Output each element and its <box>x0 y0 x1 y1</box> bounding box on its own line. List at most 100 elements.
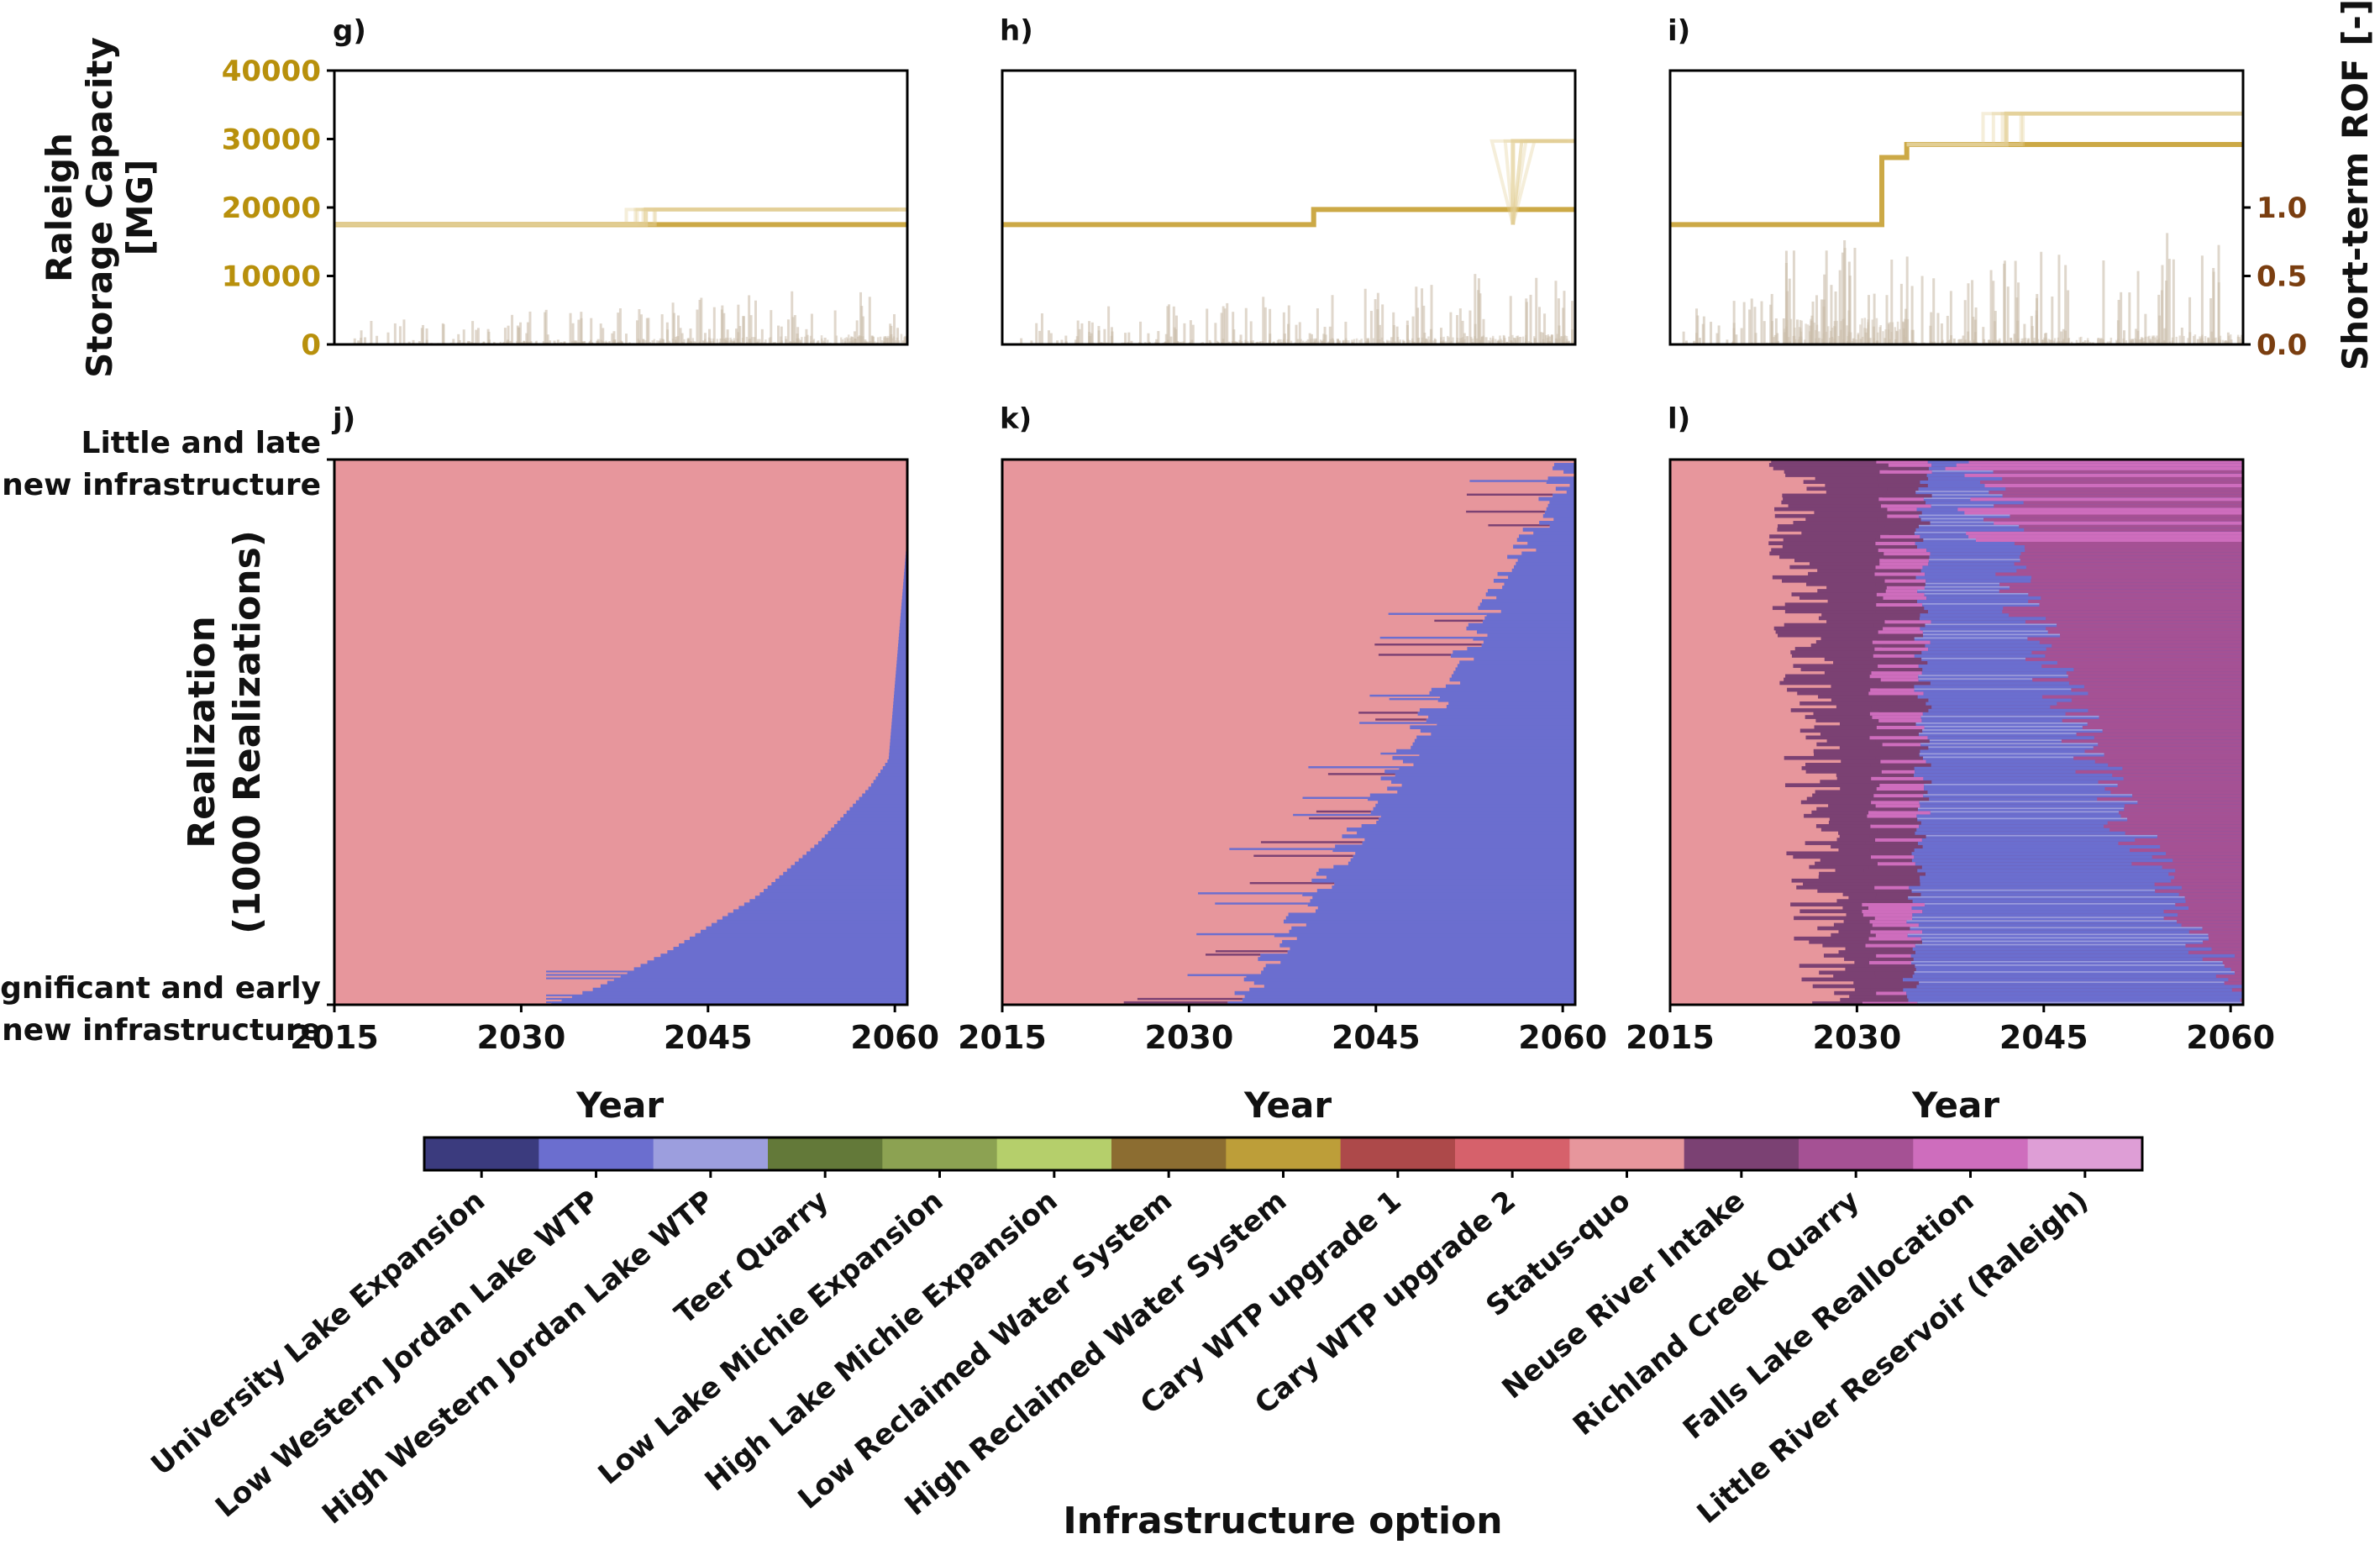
cell-jordan-lake <box>1925 871 2243 876</box>
cell-jordan-lake <box>893 701 907 706</box>
colorbar-swatch <box>539 1137 654 1170</box>
cell-richland <box>2046 616 2243 621</box>
storage-rof-panels: 0 10000 20000 30000 40000 RaleighStorage Capa… <box>39 37 2307 378</box>
cell-jordan-lake <box>783 871 907 876</box>
cell-jordan-lake <box>1912 974 2243 979</box>
cell-jordan-lake <box>1445 684 1575 689</box>
cell-falls-lake <box>1867 813 1917 818</box>
cell-richland <box>2203 939 2243 944</box>
cell-falls-lake <box>1884 578 1926 583</box>
cell-falls-lake <box>1878 858 1912 863</box>
cell-jordan-lake <box>1466 626 1575 631</box>
cell-falls-lake <box>1870 657 1922 661</box>
cell-richland <box>2157 834 2243 838</box>
cell-falls-lake <box>1867 899 1913 903</box>
cell-high-jordan <box>1923 633 2061 636</box>
cell-richland <box>2025 657 2243 661</box>
cell-high-jordan <box>1928 745 2094 749</box>
cell-richland <box>2124 803 2243 808</box>
colorbar-swatch <box>996 1137 1112 1170</box>
cell-falls-lake <box>1968 534 2243 538</box>
cell-falls-lake <box>1882 742 1921 747</box>
cell-high-jordan <box>1921 939 2204 943</box>
cell-strip <box>1359 722 1437 724</box>
cell-richland <box>2057 701 2243 706</box>
cell-richland <box>2057 660 2243 665</box>
colorbar-swatch <box>424 1137 539 1170</box>
cell-jordan-lake <box>806 851 907 856</box>
y-axis-label-storage: RaleighStorage Capacity[MG] <box>39 37 160 378</box>
cell-falls-lake <box>1878 473 1927 477</box>
cell-jordan-lake <box>1399 766 1575 770</box>
cell-jordan-lake <box>904 565 907 570</box>
cell-jordan-lake <box>1483 639 1575 644</box>
cell-falls-lake <box>1870 854 1915 859</box>
cell-jordan-lake <box>1910 953 2243 958</box>
cell-jordan-lake <box>1927 790 2243 795</box>
cell-richland <box>1999 582 2243 586</box>
cell-richland <box>2108 763 2243 767</box>
heatmap-panel-k: 2015 2030 2045 2060 <box>958 458 1607 1056</box>
cell-high-jordan <box>1919 752 2104 755</box>
cell-jordan-lake <box>1546 507 1575 512</box>
cell-jordan-lake <box>743 902 907 906</box>
heatmap-cells <box>334 460 907 1005</box>
y-tick-label: 40000 <box>222 55 321 88</box>
cell-jordan-lake <box>889 745 907 750</box>
cell-richland <box>2084 749 2243 754</box>
cell-jordan-lake <box>1380 776 1575 780</box>
cell-falls-lake <box>1872 922 1919 927</box>
cell-jordan-lake <box>1907 994 2243 999</box>
cell-richland <box>2202 926 2243 931</box>
cell-falls-lake <box>1869 848 1915 853</box>
cell-falls-lake <box>1875 838 1922 842</box>
cell-jordan-lake <box>892 705 907 709</box>
cell-jordan-lake <box>600 984 907 989</box>
cell-falls-lake <box>1879 561 1929 566</box>
cell-jordan-lake <box>1263 967 1575 972</box>
cell-jordan-lake <box>711 922 907 927</box>
cell-jordan-lake <box>1411 745 1575 750</box>
cell-strip <box>1469 480 1547 482</box>
cell-strip <box>1378 654 1451 656</box>
cell-high-jordan <box>1914 531 1991 533</box>
cell-jordan-lake <box>1326 875 1575 880</box>
cell-jordan-lake <box>1917 868 2243 873</box>
cell-strip <box>1302 796 1369 800</box>
cell-falls-lake <box>1877 476 1929 481</box>
storage-line <box>334 207 907 227</box>
cell-jordan-lake <box>1468 623 1575 628</box>
cell-jordan-lake <box>1921 864 2243 869</box>
cell-richland <box>2222 960 2243 964</box>
cell-jordan-lake <box>896 670 907 675</box>
cell-falls-lake <box>1878 496 1924 502</box>
cell-richland <box>2224 980 2243 985</box>
cell-richland <box>2202 957 2243 961</box>
cell-falls-lake <box>1875 803 1920 808</box>
cell-richland <box>1989 490 2243 495</box>
cell-high-jordan <box>1919 513 2010 517</box>
cell-falls-lake <box>1862 912 1913 917</box>
cell-high-jordan <box>1915 964 2225 966</box>
cell-jordan-lake <box>1397 790 1575 795</box>
cell-richland <box>2131 861 2243 866</box>
cell-jordan-lake <box>891 722 907 726</box>
cell-high-jordan <box>1915 490 1989 492</box>
cell-falls-lake <box>1870 987 1904 992</box>
cell-high-jordan <box>1906 919 2178 922</box>
cell-jordan-lake <box>795 861 907 866</box>
cell-jordan-lake <box>1316 889 1575 893</box>
cell-richland <box>2188 929 2243 934</box>
x-tick-label: 2060 <box>850 1019 939 1056</box>
cell-falls-lake <box>1872 715 1921 719</box>
cell-jordan-lake <box>900 616 907 621</box>
cell-jordan-lake <box>1265 964 1575 968</box>
cell-richland <box>2003 606 2243 611</box>
cell-falls-lake <box>1884 521 1931 525</box>
cell-jordan-lake <box>1379 817 1575 822</box>
cell-jordan-lake <box>1414 738 1575 743</box>
cell-jordan-lake <box>759 892 907 896</box>
y2-tick-label: 0.0 <box>2257 328 2307 362</box>
cell-jordan-lake <box>1242 997 1575 1002</box>
colorbar-swatch <box>1455 1137 1570 1170</box>
